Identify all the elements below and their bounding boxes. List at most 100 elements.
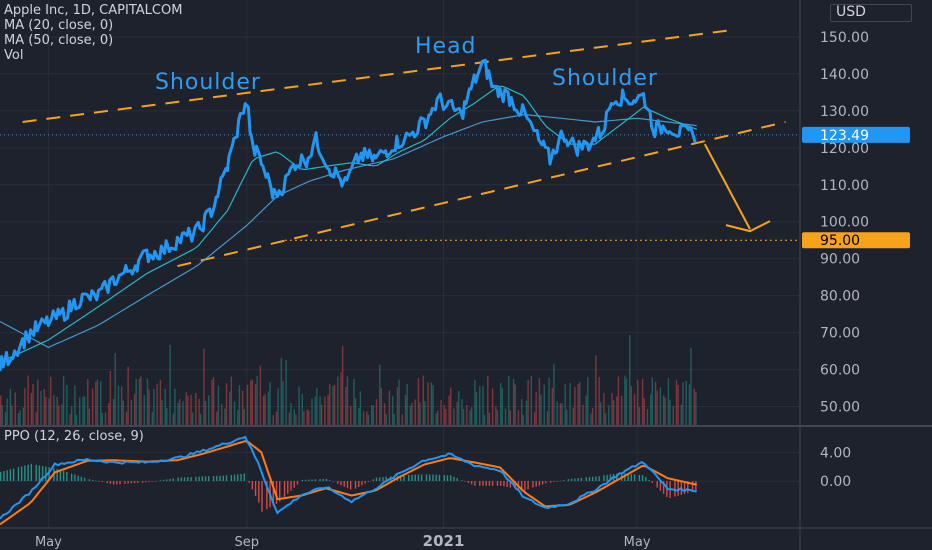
volume-bar [96,379,99,425]
volume-bar [680,404,683,425]
price-tick-label: 130.00 [820,104,869,120]
volume-legend[interactable]: Vol [4,48,24,63]
volume-bar [101,412,104,425]
price-tick-label: 150.00 [820,30,869,46]
ppo-histogram-bar [443,475,445,482]
volume-bar [350,405,352,425]
volume-bar [153,388,155,425]
volume-bar [308,410,310,425]
volume-bar [553,364,555,425]
volume-bar [316,388,318,425]
ppo-histogram-bar [651,481,654,484]
volume-bar [212,377,215,425]
ppo-histogram-bar [101,481,104,483]
volume-bar [332,385,334,425]
volume-bar [440,399,442,425]
ppo-histogram-bar [496,481,499,486]
symbol-line[interactable]: Apple Inc, 1D, CAPITALCOM [4,3,183,18]
right-shoulder-annotation[interactable]: Shoulder [552,66,658,91]
volume-bar [146,378,149,425]
volume-bar [424,401,426,425]
ppo-histogram-bar [106,481,108,484]
volume-bar [345,386,347,425]
volume-bar [469,410,471,425]
ppo-histogram-bar [74,474,76,482]
ppo-histogram-bar [450,475,452,482]
volume-bar [538,378,541,425]
ppo-histogram-bar [251,481,254,490]
volume-bar [659,387,662,425]
volume-bar [437,410,439,425]
volume-bar [682,382,684,425]
volume-bar [148,389,150,425]
ppo-histogram-bar [222,475,224,482]
ppo-histogram-bar [77,475,79,482]
volume-bar [30,393,33,425]
ma20-legend[interactable]: MA (20, close, 0) [4,18,114,33]
trendlines[interactable] [22,28,786,268]
ppo-histogram-bar [567,479,570,482]
ppo-histogram-bar [80,476,83,482]
volume-bar [285,359,287,425]
ppo-histogram-bar [119,481,121,485]
volume-bar [598,376,600,425]
ppo-histogram-bar [346,481,349,489]
volume-bar [462,409,465,425]
ppo-histogram-bar [109,481,112,484]
volume-bar [32,384,34,425]
ma50-legend[interactable]: MA (50, close, 0) [4,33,114,48]
ppo-histogram-bar [41,465,44,482]
volume-bar [393,413,395,425]
ppo-histogram-bar [677,481,679,496]
volume-bar [496,410,499,425]
ppo-histogram-bar [556,481,558,482]
volume-bar [100,381,102,425]
ppo-histogram-bar [559,480,562,482]
ppo-histogram-bar [550,481,552,483]
date-tick-label: May [35,535,62,550]
ppo-histogram-bar [38,465,41,482]
volume-bar [504,408,507,425]
volume-bar [501,387,504,425]
volume-bar [427,382,429,425]
head-annotation[interactable]: Head [415,34,477,59]
volume-bar [133,393,136,425]
price-tick-label: 140.00 [820,67,869,83]
ppo-histogram-bar [154,481,157,482]
ppo-histogram-bar [350,481,352,490]
ppo-histogram-bar [535,481,537,487]
volume-bar [217,386,220,425]
ppo-legend[interactable]: PPO (12, 26, close, 9) [4,429,144,444]
currency-box[interactable] [830,4,912,22]
price-levels: 123.49 95.00 [0,126,910,249]
volume-bar [375,399,378,425]
ppo-histogram-bar [248,481,250,483]
volume-bar [203,348,205,425]
volume-bar [370,405,373,425]
ppo-histogram-bar [354,481,357,489]
volume-bar [230,376,233,425]
volume-bar [337,376,339,425]
ppo-histogram-bar [62,471,65,482]
volume-bar [569,383,571,425]
currency-label[interactable]: USD [836,4,866,20]
ppo-pane[interactable] [0,435,698,526]
volume-bar [641,378,644,425]
price-tick-label: 90.00 [820,252,860,268]
volume-bar [585,395,587,425]
volume-bar [525,400,528,425]
volume-bar [295,414,297,425]
volume-bar [45,396,47,425]
volume-bar [66,385,68,425]
ppo-histogram-bar [6,470,8,482]
volume-bar [187,395,189,425]
volume-bar [391,396,394,425]
volume-bar [475,391,478,425]
ppo-histogram-bar [591,476,594,482]
ppo-histogram-bar [258,481,260,503]
volume-bar [651,377,654,425]
price-lines[interactable] [0,58,698,372]
ppo-tick-label: 0.00 [820,474,851,490]
left-shoulder-annotation[interactable]: Shoulder [155,70,261,95]
